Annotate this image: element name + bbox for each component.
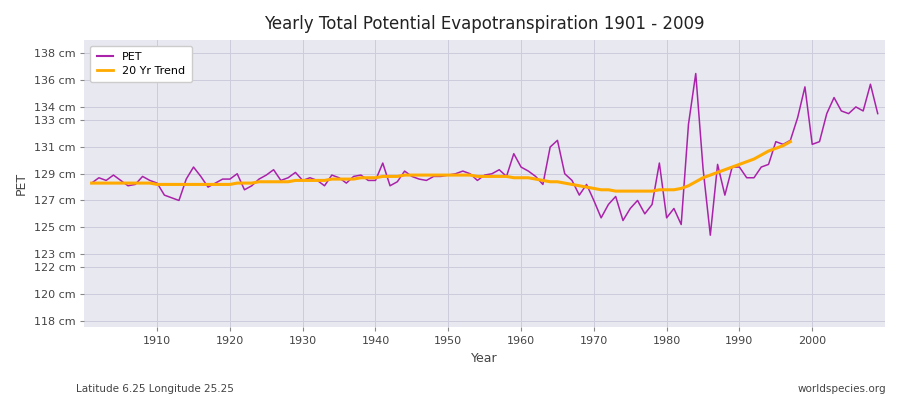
Text: worldspecies.org: worldspecies.org	[798, 384, 886, 394]
Text: Latitude 6.25 Longitude 25.25: Latitude 6.25 Longitude 25.25	[76, 384, 234, 394]
Y-axis label: PET: PET	[15, 172, 28, 195]
X-axis label: Year: Year	[472, 352, 498, 365]
Title: Yearly Total Potential Evapotranspiration 1901 - 2009: Yearly Total Potential Evapotranspiratio…	[265, 15, 705, 33]
Legend: PET, 20 Yr Trend: PET, 20 Yr Trend	[90, 46, 192, 82]
